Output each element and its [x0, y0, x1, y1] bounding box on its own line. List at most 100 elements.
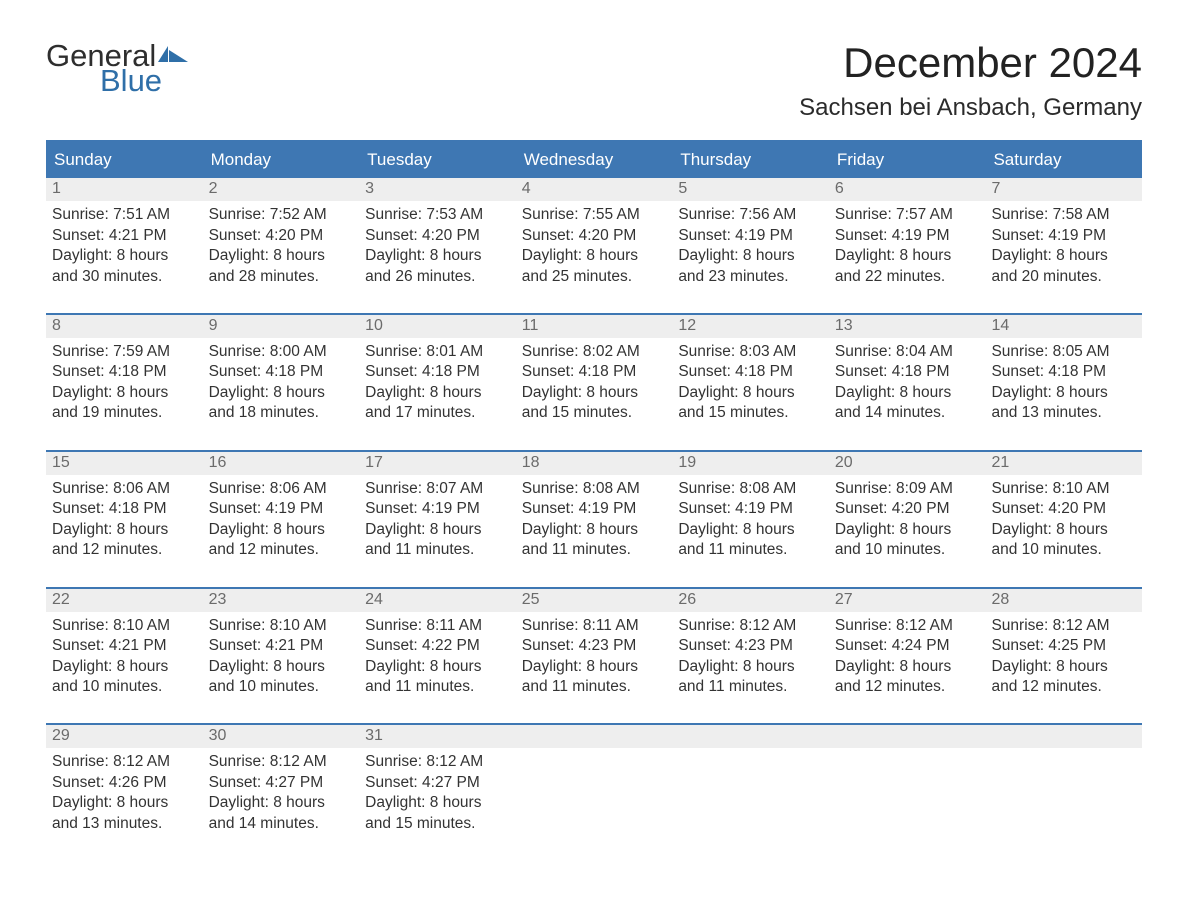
- day-sunset: Sunset: 4:20 PM: [522, 226, 667, 246]
- day-details: Sunrise: 8:10 AMSunset: 4:21 PMDaylight:…: [46, 612, 203, 698]
- day-d1: Daylight: 8 hours: [209, 793, 354, 813]
- day-d1: Daylight: 8 hours: [209, 383, 354, 403]
- day-details: Sunrise: 8:12 AMSunset: 4:27 PMDaylight:…: [359, 748, 516, 834]
- calendar-cell: 11Sunrise: 8:02 AMSunset: 4:18 PMDayligh…: [516, 315, 673, 450]
- day-d1: Daylight: 8 hours: [365, 520, 510, 540]
- calendar-cell: 27Sunrise: 8:12 AMSunset: 4:24 PMDayligh…: [829, 589, 986, 724]
- day-sunset: Sunset: 4:27 PM: [209, 773, 354, 793]
- day-details: Sunrise: 8:07 AMSunset: 4:19 PMDaylight:…: [359, 475, 516, 561]
- day-sunset: Sunset: 4:19 PM: [678, 226, 823, 246]
- day-sunset: Sunset: 4:18 PM: [678, 362, 823, 382]
- day-details: Sunrise: 8:10 AMSunset: 4:21 PMDaylight:…: [203, 612, 360, 698]
- day-sunset: Sunset: 4:22 PM: [365, 636, 510, 656]
- day-sunrise: Sunrise: 7:55 AM: [522, 205, 667, 225]
- day-sunset: Sunset: 4:21 PM: [209, 636, 354, 656]
- day-number: 21: [985, 452, 1142, 475]
- day-d2: and 11 minutes.: [365, 540, 510, 560]
- day-sunset: Sunset: 4:26 PM: [52, 773, 197, 793]
- day-d2: and 12 minutes.: [991, 677, 1136, 697]
- day-d2: and 17 minutes.: [365, 403, 510, 423]
- day-sunrise: Sunrise: 8:03 AM: [678, 342, 823, 362]
- day-d1: Daylight: 8 hours: [52, 520, 197, 540]
- day-d1: Daylight: 8 hours: [52, 383, 197, 403]
- day-number: 11: [516, 315, 673, 338]
- day-details: Sunrise: 8:00 AMSunset: 4:18 PMDaylight:…: [203, 338, 360, 424]
- day-sunset: Sunset: 4:21 PM: [52, 226, 197, 246]
- day-number: 15: [46, 452, 203, 475]
- calendar-cell: 18Sunrise: 8:08 AMSunset: 4:19 PMDayligh…: [516, 452, 673, 587]
- calendar-cell: 14Sunrise: 8:05 AMSunset: 4:18 PMDayligh…: [985, 315, 1142, 450]
- day-d1: Daylight: 8 hours: [522, 246, 667, 266]
- calendar-cell: 23Sunrise: 8:10 AMSunset: 4:21 PMDayligh…: [203, 589, 360, 724]
- day-number: 18: [516, 452, 673, 475]
- day-d1: Daylight: 8 hours: [991, 520, 1136, 540]
- day-d2: and 25 minutes.: [522, 267, 667, 287]
- day-d2: and 30 minutes.: [52, 267, 197, 287]
- calendar-week: 22Sunrise: 8:10 AMSunset: 4:21 PMDayligh…: [46, 587, 1142, 724]
- day-sunset: Sunset: 4:19 PM: [835, 226, 980, 246]
- calendar-cell: 20Sunrise: 8:09 AMSunset: 4:20 PMDayligh…: [829, 452, 986, 587]
- calendar-cell: 5Sunrise: 7:56 AMSunset: 4:19 PMDaylight…: [672, 178, 829, 313]
- day-d2: and 11 minutes.: [678, 540, 823, 560]
- day-number: [985, 725, 1142, 748]
- day-number: 29: [46, 725, 203, 748]
- calendar-cell: 26Sunrise: 8:12 AMSunset: 4:23 PMDayligh…: [672, 589, 829, 724]
- calendar-week: 15Sunrise: 8:06 AMSunset: 4:18 PMDayligh…: [46, 450, 1142, 587]
- day-d1: Daylight: 8 hours: [209, 246, 354, 266]
- day-d2: and 22 minutes.: [835, 267, 980, 287]
- day-d1: Daylight: 8 hours: [522, 520, 667, 540]
- day-number: 12: [672, 315, 829, 338]
- calendar-cell: 31Sunrise: 8:12 AMSunset: 4:27 PMDayligh…: [359, 725, 516, 860]
- day-sunset: Sunset: 4:21 PM: [52, 636, 197, 656]
- day-details: Sunrise: 7:59 AMSunset: 4:18 PMDaylight:…: [46, 338, 203, 424]
- day-details: Sunrise: 8:02 AMSunset: 4:18 PMDaylight:…: [516, 338, 673, 424]
- day-sunrise: Sunrise: 8:10 AM: [52, 616, 197, 636]
- day-sunrise: Sunrise: 7:53 AM: [365, 205, 510, 225]
- day-d1: Daylight: 8 hours: [991, 383, 1136, 403]
- day-sunset: Sunset: 4:18 PM: [209, 362, 354, 382]
- day-number: 13: [829, 315, 986, 338]
- day-d1: Daylight: 8 hours: [52, 246, 197, 266]
- day-number: 31: [359, 725, 516, 748]
- calendar-cell: [672, 725, 829, 860]
- day-number: 20: [829, 452, 986, 475]
- calendar-cell: 4Sunrise: 7:55 AMSunset: 4:20 PMDaylight…: [516, 178, 673, 313]
- day-d1: Daylight: 8 hours: [52, 657, 197, 677]
- calendar: SundayMondayTuesdayWednesdayThursdayFrid…: [46, 140, 1142, 860]
- day-d2: and 14 minutes.: [209, 814, 354, 834]
- day-d2: and 11 minutes.: [365, 677, 510, 697]
- day-sunset: Sunset: 4:18 PM: [522, 362, 667, 382]
- day-details: Sunrise: 7:53 AMSunset: 4:20 PMDaylight:…: [359, 201, 516, 287]
- day-details: Sunrise: 8:04 AMSunset: 4:18 PMDaylight:…: [829, 338, 986, 424]
- calendar-cell: 3Sunrise: 7:53 AMSunset: 4:20 PMDaylight…: [359, 178, 516, 313]
- day-sunrise: Sunrise: 8:01 AM: [365, 342, 510, 362]
- day-number: 7: [985, 178, 1142, 201]
- day-sunrise: Sunrise: 8:09 AM: [835, 479, 980, 499]
- day-details: Sunrise: 8:11 AMSunset: 4:22 PMDaylight:…: [359, 612, 516, 698]
- day-sunrise: Sunrise: 8:10 AM: [991, 479, 1136, 499]
- day-d1: Daylight: 8 hours: [209, 657, 354, 677]
- day-d1: Daylight: 8 hours: [835, 246, 980, 266]
- day-sunset: Sunset: 4:27 PM: [365, 773, 510, 793]
- day-d2: and 20 minutes.: [991, 267, 1136, 287]
- day-number: 28: [985, 589, 1142, 612]
- day-details: Sunrise: 8:11 AMSunset: 4:23 PMDaylight:…: [516, 612, 673, 698]
- day-d2: and 10 minutes.: [52, 677, 197, 697]
- calendar-cell: 10Sunrise: 8:01 AMSunset: 4:18 PMDayligh…: [359, 315, 516, 450]
- day-sunset: Sunset: 4:20 PM: [991, 499, 1136, 519]
- header: General Blue December 2024 Sachsen bei A…: [46, 40, 1142, 122]
- day-number: 26: [672, 589, 829, 612]
- calendar-cell: 17Sunrise: 8:07 AMSunset: 4:19 PMDayligh…: [359, 452, 516, 587]
- day-details: Sunrise: 8:08 AMSunset: 4:19 PMDaylight:…: [672, 475, 829, 561]
- day-details: Sunrise: 8:03 AMSunset: 4:18 PMDaylight:…: [672, 338, 829, 424]
- day-sunrise: Sunrise: 7:58 AM: [991, 205, 1136, 225]
- day-details: Sunrise: 7:56 AMSunset: 4:19 PMDaylight:…: [672, 201, 829, 287]
- day-d2: and 10 minutes.: [209, 677, 354, 697]
- day-number: 27: [829, 589, 986, 612]
- day-header: Saturday: [985, 143, 1142, 178]
- day-sunrise: Sunrise: 8:12 AM: [52, 752, 197, 772]
- calendar-cell: 12Sunrise: 8:03 AMSunset: 4:18 PMDayligh…: [672, 315, 829, 450]
- day-d1: Daylight: 8 hours: [991, 246, 1136, 266]
- day-sunset: Sunset: 4:19 PM: [365, 499, 510, 519]
- day-sunset: Sunset: 4:18 PM: [52, 362, 197, 382]
